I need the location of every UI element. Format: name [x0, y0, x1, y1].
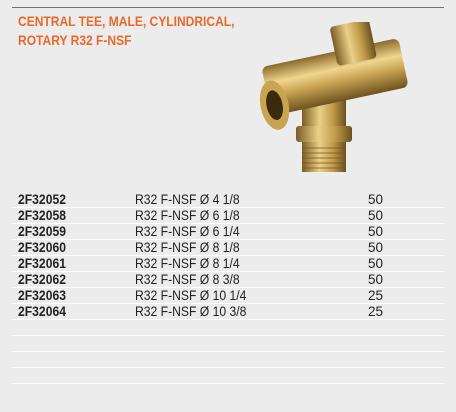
code: 2F32052 [18, 192, 66, 207]
code: 2F32060 [18, 240, 66, 255]
table-row: 2F32061 R32 F-NSF Ø 8 1/4 50 [12, 256, 444, 272]
quantity: 50 [368, 192, 384, 207]
quantity: 50 [368, 224, 384, 239]
product-image [259, 22, 408, 172]
table-row: 2F32058 R32 F-NSF Ø 6 1/8 50 [12, 208, 444, 224]
empty-row [12, 368, 444, 384]
quantity: 50 [368, 256, 384, 271]
code: 2F32058 [18, 208, 66, 223]
title-line: ROTARY R32 F-NSF [18, 32, 132, 48]
table-row: 2F32064 R32 F-NSF Ø 10 3/8 25 [12, 304, 444, 320]
table-row: 2F32062 R32 F-NSF Ø 8 3/8 50 [12, 272, 444, 288]
description: R32 F-NSF Ø 10 1/4 [135, 288, 247, 303]
table-row: 2F32063 R32 F-NSF Ø 10 1/4 25 [12, 288, 444, 304]
empty-row [12, 352, 444, 368]
empty-row [12, 336, 444, 352]
code: 2F32064 [18, 304, 66, 319]
description: R32 F-NSF Ø 6 1/8 [135, 208, 240, 223]
quantity: 25 [368, 288, 384, 303]
quantity: 25 [368, 304, 384, 319]
title: CENTRAL TEE, MALE, CYLINDRICAL, ROTARY R… [18, 12, 235, 50]
quantity: 50 [368, 240, 384, 255]
table-row: 2F32059 R32 F-NSF Ø 6 1/4 50 [12, 224, 444, 240]
description: R32 F-NSF Ø 6 1/4 [135, 224, 240, 239]
quantity: 50 [368, 208, 384, 223]
empty-row [12, 320, 444, 336]
quantity: 50 [368, 272, 384, 287]
description: R32 F-NSF Ø 8 1/8 [135, 240, 240, 255]
code: 2F32062 [18, 272, 66, 287]
description: R32 F-NSF Ø 4 1/8 [135, 192, 240, 207]
description: R32 F-NSF Ø 10 3/8 [135, 304, 247, 319]
table-row: 2F32060 R32 F-NSF Ø 8 1/8 50 [12, 240, 444, 256]
code: 2F32061 [18, 256, 66, 271]
description: R32 F-NSF Ø 8 3/8 [135, 272, 240, 287]
table: 2F32052 R32 F-NSF Ø 4 1/8 50 2F32058 R32 F-N… [12, 192, 444, 384]
rule [12, 7, 444, 8]
code: 2F32059 [18, 224, 66, 239]
table-row: 2F32052 R32 F-NSF Ø 4 1/8 50 [12, 192, 444, 208]
code: 2F32063 [18, 288, 66, 303]
description: R32 F-NSF Ø 8 1/4 [135, 256, 240, 271]
title-line: CENTRAL TEE, MALE, CYLINDRICAL, [18, 13, 235, 29]
